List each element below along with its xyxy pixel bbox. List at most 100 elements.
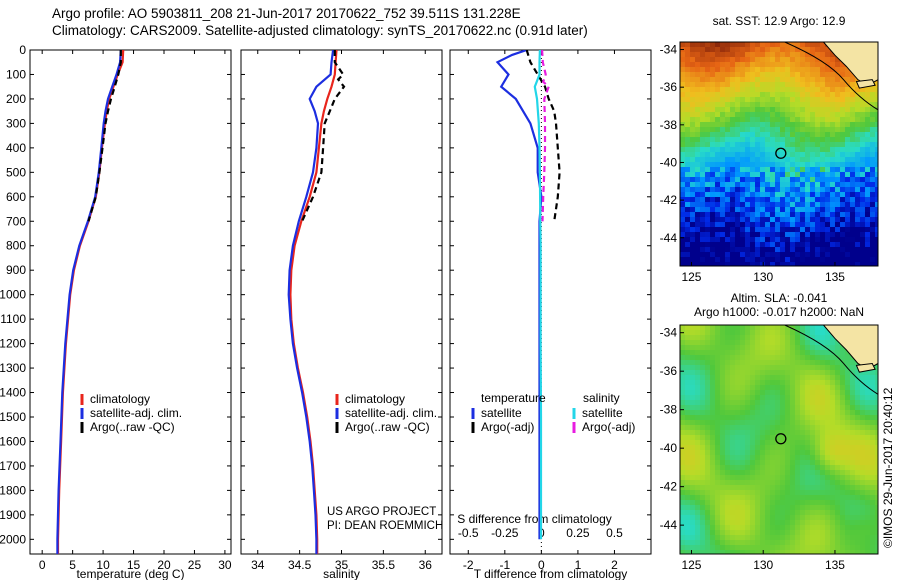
map-cell xyxy=(865,112,871,118)
map-cell xyxy=(805,97,811,103)
map-cell xyxy=(835,127,841,133)
map-cell xyxy=(750,395,756,401)
map-cell xyxy=(765,187,771,193)
map-cell xyxy=(720,455,726,461)
map-cell xyxy=(765,335,771,341)
map-cell xyxy=(780,117,786,123)
map-cell xyxy=(715,480,721,486)
map-cell xyxy=(715,117,721,123)
map-cell xyxy=(750,425,756,431)
map-cell xyxy=(800,52,806,58)
map-cell xyxy=(735,202,741,208)
map-cell xyxy=(780,147,786,153)
map-cell xyxy=(705,62,711,68)
map-cell xyxy=(860,177,866,183)
map-cell xyxy=(790,242,796,248)
map-cell xyxy=(865,550,871,554)
map-cell xyxy=(795,490,801,496)
map-cell xyxy=(810,445,816,451)
map-cell xyxy=(790,390,796,396)
map-cell xyxy=(805,167,811,173)
map-cell xyxy=(705,72,711,78)
map-cell xyxy=(835,252,841,258)
map-cell xyxy=(715,187,721,193)
map-cell xyxy=(710,77,716,83)
map-cell xyxy=(730,480,736,486)
map-cell xyxy=(850,440,856,446)
map-cell xyxy=(875,132,878,138)
x-tick-label: 5 xyxy=(69,558,76,572)
map-cell xyxy=(865,535,871,541)
map-cell xyxy=(785,415,791,421)
map-cell xyxy=(805,330,811,336)
x-tick-label: 35 xyxy=(335,558,349,572)
map-cell xyxy=(760,217,766,223)
map-cell xyxy=(815,77,821,83)
map-cell xyxy=(730,57,736,63)
map-cell xyxy=(760,42,766,48)
map-cell xyxy=(735,370,741,376)
map-cell xyxy=(855,495,861,501)
map-cell xyxy=(690,72,696,78)
map-cell xyxy=(730,510,736,516)
map-cell xyxy=(750,117,756,123)
map-cell xyxy=(695,405,701,411)
map-cell xyxy=(755,92,761,98)
map-cell xyxy=(820,207,826,213)
map-cell xyxy=(825,107,831,113)
map-cell xyxy=(785,157,791,163)
y-tick-label: 1000 xyxy=(0,288,26,302)
map-cell xyxy=(705,425,711,431)
map-cell xyxy=(685,142,691,148)
map-cell xyxy=(710,202,716,208)
map-cell xyxy=(825,415,831,421)
map-cell xyxy=(735,187,741,193)
map-cell xyxy=(720,177,726,183)
map-cell xyxy=(725,112,731,118)
map-cell xyxy=(690,57,696,63)
y-tick-label: 1600 xyxy=(0,434,26,448)
map-cell xyxy=(745,415,751,421)
map-cell xyxy=(855,107,861,113)
map-cell xyxy=(765,340,771,346)
map-cell xyxy=(860,425,866,431)
map-cell xyxy=(745,187,751,193)
map-cell xyxy=(875,435,878,441)
map-cell xyxy=(760,475,766,481)
map-cell xyxy=(800,545,806,551)
map-cell xyxy=(740,425,746,431)
map-cell xyxy=(790,197,796,203)
map-cell xyxy=(730,385,736,391)
map-cell xyxy=(685,42,691,48)
map-cell xyxy=(705,460,711,466)
map-cell xyxy=(745,202,751,208)
map-cell xyxy=(700,177,706,183)
map-cell xyxy=(855,535,861,541)
map-cell xyxy=(815,257,821,263)
map-cell xyxy=(860,525,866,531)
map-cell xyxy=(795,82,801,88)
map-cell xyxy=(760,137,766,143)
map-cell xyxy=(815,97,821,103)
map-cell xyxy=(805,232,811,238)
map-cell xyxy=(850,177,856,183)
map-cell xyxy=(785,262,791,266)
map-cell xyxy=(855,112,861,118)
map-cell xyxy=(685,460,691,466)
map-cell xyxy=(865,525,871,531)
map-cell xyxy=(755,72,761,78)
map-cell xyxy=(810,485,816,491)
map-cell xyxy=(820,162,826,168)
map-cell xyxy=(745,192,751,198)
map-cell xyxy=(760,510,766,516)
map-cell xyxy=(770,460,776,466)
map-cell xyxy=(775,87,781,93)
map-cell xyxy=(820,430,826,436)
map-cell xyxy=(680,400,686,406)
map-cell xyxy=(760,350,766,356)
map-cell xyxy=(750,237,756,243)
map-cell xyxy=(725,470,731,476)
map-cell xyxy=(735,475,741,481)
map-cell xyxy=(735,112,741,118)
map-cell xyxy=(825,370,831,376)
